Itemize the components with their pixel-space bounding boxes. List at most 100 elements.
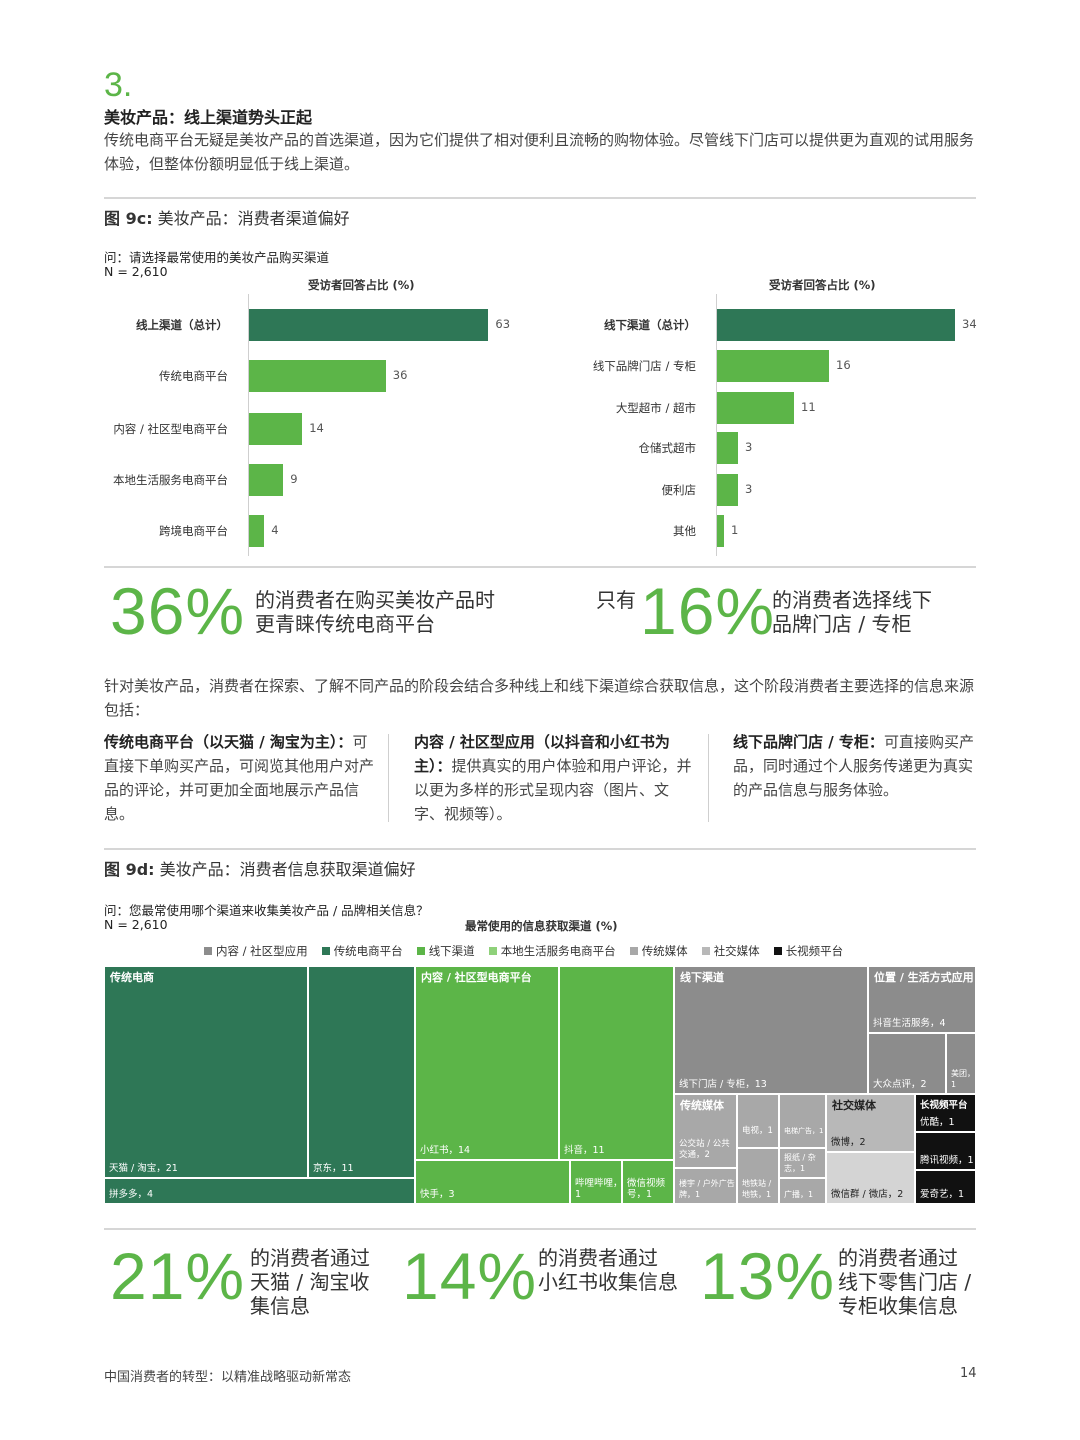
column-heading: 线下品牌门店 / 专柜： [733, 733, 884, 751]
treemap-cell-elevator: 电梯广告，1 [779, 1094, 826, 1148]
treemap-cell-weibo: 社交媒体 微博，2 [826, 1094, 915, 1152]
stat-text: 专柜收集信息 [838, 1294, 958, 1318]
column-heading: 内容 / 社区型应用（以抖音和小红书为主）： [414, 733, 670, 775]
bar-label: 传统电商平台 [159, 369, 228, 383]
treemap-group-label: 位置 / 生活方式应用 [874, 971, 974, 984]
bar [717, 474, 738, 506]
info-column-ecommerce: 传统电商平台（以天猫 / 淘宝为主）：可直接下单购买产品，可阅览其他用户对产品的… [104, 730, 374, 826]
stat-big-number: 14% [402, 1239, 538, 1313]
footer-text: 中国消费者的转型：以精准战略驱动新常态 [104, 1370, 352, 1385]
legend-label: 长视频平台 [785, 944, 844, 958]
stat-text: 的消费者通过 [250, 1246, 370, 1270]
bar-label: 线下渠道（总计） [604, 318, 696, 332]
treemap-cell-label: 线下门店 / 专柜，13 [679, 1079, 767, 1090]
legend-swatch [629, 947, 638, 955]
axis-title: 受访者回答占比 (%) [769, 278, 876, 292]
treemap-cell-kuaishou: 快手，3 [415, 1160, 570, 1204]
treemap-cell-label: 快手，3 [420, 1189, 455, 1200]
stat-text: 的消费者在购买美妆产品时 [255, 588, 495, 612]
figure-caption: 美妆产品：消费者渠道偏好 [152, 209, 350, 228]
stat-big-number: 16% [640, 574, 776, 648]
stat-text: 线下零售门店 / [838, 1270, 972, 1294]
bar [249, 515, 265, 547]
divider [104, 566, 976, 568]
treemap-group-label: 内容 / 社区型电商平台 [421, 971, 532, 984]
bar [249, 413, 303, 445]
column-text: 可直接下单购买产品，可阅览其他用户对产品的评论，并可更加全面地展示产品信息。 [104, 733, 375, 823]
info-column-offline: 线下品牌门店 / 专柜：可直接购买产品，同时通过个人服务传递更为真实的产品信息与… [733, 730, 978, 802]
treemap-cell-youku: 长视频平台 优酷，1 [915, 1094, 976, 1132]
treemap-cell-label: 报纸 / 杂志，1 [784, 1153, 816, 1173]
treemap-cell-building: 楼宇 / 户外广告牌，1 [674, 1168, 737, 1204]
divider [104, 1228, 976, 1230]
column-text: 可直接购买产品，同时通过个人服务传递更为真实的产品信息与服务体验。 [733, 733, 974, 799]
legend-item: 传统电商平台 [321, 943, 403, 959]
bar-value: 11 [801, 400, 816, 414]
section-number: 3. [104, 66, 133, 104]
stat-big-number: 21% [110, 1239, 246, 1313]
legend-label: 社交媒体 [713, 944, 760, 958]
bar-label: 线上渠道（总计） [136, 318, 228, 332]
treemap-cell-bilibili: 哔哩哔哩，1 [570, 1160, 622, 1204]
bar-value: 9 [290, 472, 298, 486]
bar [717, 350, 829, 382]
treemap-cell-label: 抖音，11 [564, 1145, 605, 1156]
treemap-cell-label: 地铁站 / 地铁，1 [742, 1179, 772, 1199]
bar-label: 内容 / 社区型电商平台 [113, 422, 228, 436]
treemap-cell-jd: 京东，11 [308, 966, 415, 1178]
treemap-cell-label: 哔哩哔哩，1 [575, 1178, 622, 1200]
column-text: 提供真实的用户体验和用户评论，并以更为多样的形式呈现内容（图片、文字、视频等）。 [414, 757, 692, 823]
stat-text: 的消费者通过 [838, 1246, 958, 1270]
treemap-cell-subway: 地铁站 / 地铁，1 [737, 1148, 779, 1204]
stat-big-number: 13% [700, 1239, 836, 1313]
legend-swatch [488, 947, 497, 955]
legend-swatch [701, 947, 710, 955]
column-divider [708, 734, 709, 822]
treemap-cell-tmall: 传统电商 天猫 / 淘宝，21 [104, 966, 308, 1178]
bar [717, 432, 738, 464]
legend-swatch [204, 947, 212, 955]
question: 问：请选择最常使用的美妆产品购买渠道 [104, 250, 330, 265]
legend-item: 线下渠道 [416, 943, 475, 959]
stat-text: 的消费者选择线下 [772, 588, 932, 612]
treemap-cell-iqiyi: 爱奇艺，1 [915, 1170, 976, 1204]
figure-label: 图 9d: [104, 860, 155, 879]
treemap-cell-label: 优酷，1 [920, 1117, 955, 1128]
treemap-cell-dianping: 大众点评，2 [868, 1033, 946, 1094]
legend-item: 本地生活服务电商平台 [488, 943, 616, 959]
treemap-group-label: 传统媒体 [680, 1099, 724, 1112]
column-divider [388, 734, 389, 822]
treemap-cell-douyin-local: 位置 / 生活方式应用 抖音生活服务，4 [868, 966, 976, 1033]
legend-item: 传统媒体 [629, 943, 688, 959]
treemap-cell-radio: 广播，1 [779, 1178, 826, 1204]
bar [249, 464, 284, 496]
treemap-cell-label: 抖音生活服务，4 [873, 1018, 946, 1029]
legend-swatch [321, 947, 330, 955]
stat-text: 品牌门店 / 专柜 [772, 612, 912, 636]
bar-value: 14 [309, 421, 324, 435]
stat-text: 小红书收集信息 [538, 1270, 678, 1294]
treemap-cell-label: 电梯广告，1 [784, 1127, 824, 1135]
bar-value: 4 [271, 523, 279, 537]
section-title: 美妆产品：线上渠道势头正起 [104, 108, 313, 127]
treemap-cell-tv: 电视，1 [737, 1094, 779, 1148]
treemap-cell-label: 公交站 / 公共交通，2 [679, 1139, 730, 1160]
bar-value: 34 [962, 317, 977, 331]
bar [717, 309, 955, 341]
divider [104, 197, 976, 199]
treemap-cell-label: 爱奇艺，1 [920, 1189, 965, 1200]
bar [717, 515, 724, 547]
treemap-cell-pdd: 拼多多，4 [104, 1178, 415, 1204]
treemap-cell-label: 广播，1 [784, 1190, 814, 1199]
treemap: 传统电商 传统电商 天猫 / 淘宝，21 京东，11 拼多多，4 内容 / 社区… [104, 966, 976, 1204]
treemap-cell-douyin: 抖音，11 [559, 966, 674, 1160]
bar-label: 线下品牌门店 / 专柜 [592, 359, 696, 373]
treemap-cell-label: 电视，1 [742, 1126, 773, 1136]
legend-swatch [416, 947, 425, 955]
bar-label: 大型超市 / 超市 [615, 401, 696, 415]
treemap-cell-newspaper: 报纸 / 杂志，1 [779, 1148, 826, 1178]
sample-size: N = 2,610 [104, 917, 168, 932]
bar-value: 1 [731, 523, 739, 537]
axis-line [248, 294, 249, 556]
treemap-cell-label: 京东，11 [313, 1163, 354, 1174]
